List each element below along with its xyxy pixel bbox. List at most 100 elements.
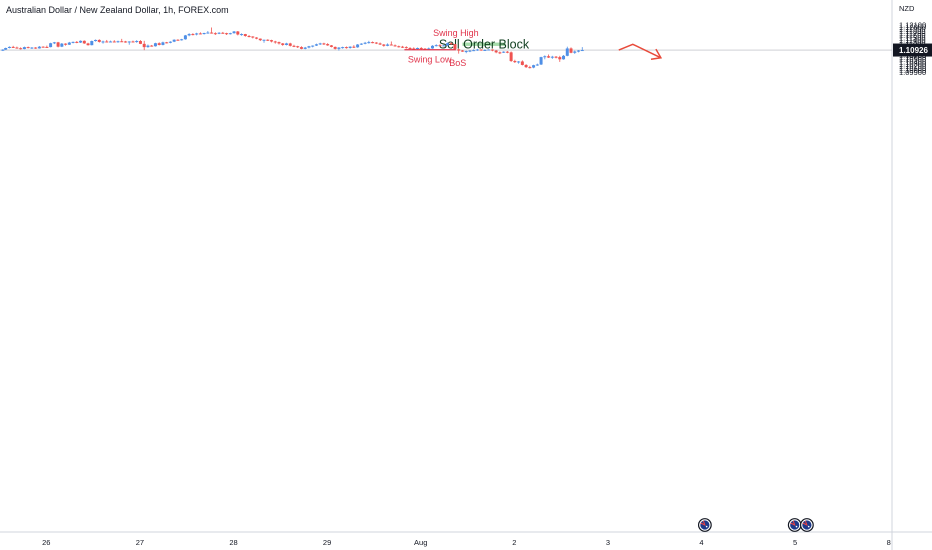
candle <box>337 47 341 51</box>
candle <box>56 41 60 48</box>
candle <box>262 39 266 43</box>
candle-body <box>348 46 352 48</box>
candle-body <box>135 41 139 43</box>
candle <box>296 45 300 48</box>
candle-body <box>520 61 524 65</box>
candle-body <box>535 64 539 66</box>
candle <box>127 41 131 45</box>
candle-body <box>150 45 154 47</box>
candle-body <box>367 42 371 44</box>
candle-body <box>258 38 262 41</box>
sell-order-block-zone <box>462 42 506 46</box>
candle-body <box>532 65 536 68</box>
candle-body <box>524 64 528 68</box>
candle-body <box>270 40 274 42</box>
candle <box>292 44 296 48</box>
x-tick-label: 28 <box>229 538 237 547</box>
candle <box>116 40 120 43</box>
y-tick-label: 1.11700 <box>899 29 926 38</box>
candle-body <box>243 34 247 37</box>
candle <box>26 46 30 49</box>
candle <box>363 41 367 45</box>
candle <box>105 39 109 43</box>
candle-body <box>337 47 341 49</box>
candle <box>157 42 161 46</box>
y-tick-label: 1.11400 <box>899 36 926 45</box>
x-tick-label: 3 <box>606 538 610 547</box>
candle <box>307 45 311 49</box>
candle <box>79 40 83 43</box>
candle <box>112 40 116 43</box>
candle-body <box>142 43 146 48</box>
event-marker-icon <box>787 518 802 532</box>
candle <box>236 31 240 36</box>
candle-body <box>236 31 240 35</box>
candle <box>475 48 479 51</box>
candle <box>513 59 517 63</box>
candle-body <box>19 48 23 50</box>
candle-body <box>281 43 285 45</box>
candle <box>161 41 165 46</box>
candle <box>243 33 247 37</box>
swing-low-label: Swing Low <box>408 55 452 65</box>
candle <box>359 43 363 45</box>
candle-body <box>127 41 131 43</box>
y-tick-label: 1.11800 <box>899 27 926 36</box>
candle <box>213 32 217 35</box>
candle <box>210 27 214 34</box>
candle <box>232 31 236 34</box>
last-price-label: 1.10926 <box>899 46 928 55</box>
candle-body <box>322 43 326 45</box>
candle-body <box>56 42 60 47</box>
candle <box>82 40 86 44</box>
candle <box>247 34 251 38</box>
candle <box>464 50 468 54</box>
candle-body <box>67 42 71 45</box>
x-tick-label: 29 <box>323 538 331 547</box>
event-marker-star <box>705 525 708 528</box>
candle <box>4 47 8 50</box>
candle-body <box>434 45 438 47</box>
candle <box>438 44 442 47</box>
candle <box>146 44 150 48</box>
candle-body <box>408 47 412 49</box>
candle-body <box>180 39 184 41</box>
candle-body <box>382 44 386 46</box>
candle <box>449 42 453 45</box>
candle <box>7 46 11 49</box>
candle-body <box>397 46 401 48</box>
candle <box>135 40 139 43</box>
candle <box>539 56 543 65</box>
candle-body <box>329 45 333 47</box>
candle <box>573 50 577 54</box>
y-tick-label: 1.10600 <box>899 53 926 62</box>
candle-body <box>393 45 397 47</box>
candle-body <box>460 50 464 52</box>
order-block-layer: Sell Order Block <box>439 38 530 52</box>
candle-body <box>288 43 292 46</box>
candle-body <box>374 42 378 44</box>
candle <box>281 42 285 46</box>
candle-body <box>427 48 431 50</box>
candle <box>284 42 288 46</box>
y-tick-label: 1.12100 <box>899 20 926 29</box>
candle <box>52 41 56 45</box>
candle-body <box>210 32 214 34</box>
candle <box>303 46 307 50</box>
candle <box>240 33 244 36</box>
event-marker-cross <box>700 520 706 526</box>
candle-body <box>15 47 19 49</box>
y-tick-label: 1.10400 <box>899 57 926 66</box>
candle-body <box>138 41 142 44</box>
last-price-tag <box>893 43 932 57</box>
candle-body <box>296 46 300 48</box>
chart-title: Australian Dollar / New Zealand Dollar, … <box>6 5 229 15</box>
candle <box>490 49 494 52</box>
candle-body <box>64 43 68 45</box>
candle-body <box>109 41 113 43</box>
candle-body <box>483 49 487 51</box>
candle <box>562 54 566 60</box>
candle <box>150 44 154 47</box>
candle <box>348 46 352 49</box>
